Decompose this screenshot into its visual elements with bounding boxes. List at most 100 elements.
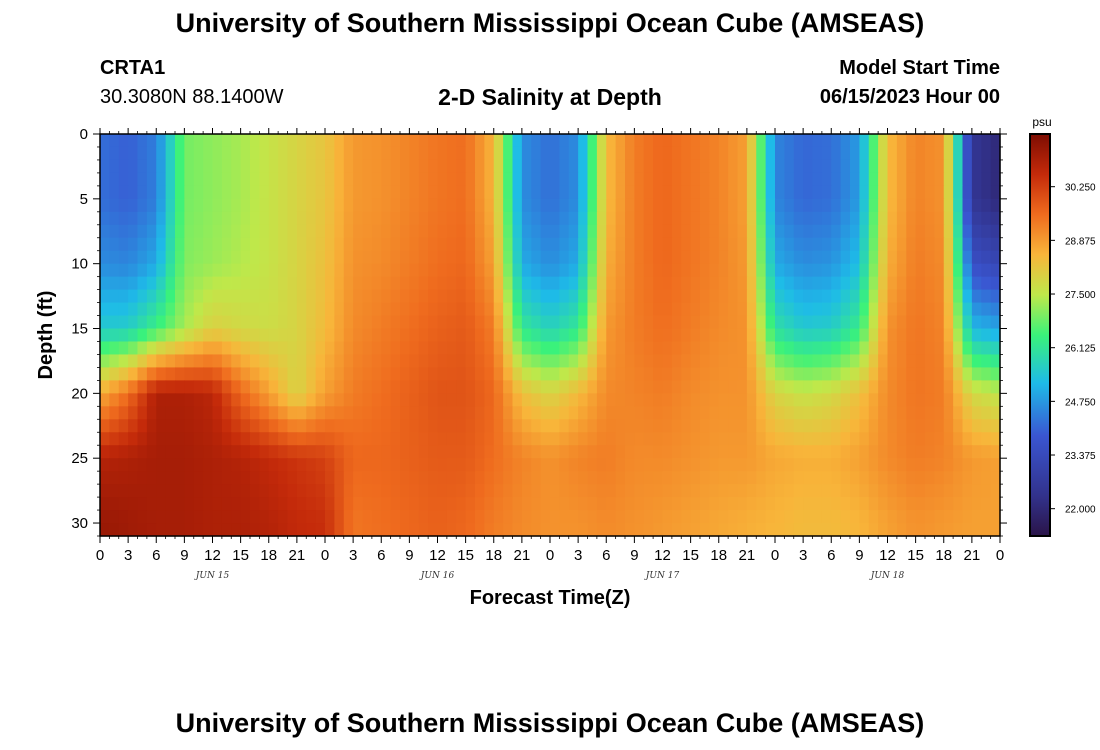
heatmap-cell	[653, 134, 664, 148]
heatmap-cell	[596, 354, 607, 369]
heatmap-cell	[653, 263, 664, 278]
heatmap-cell	[840, 159, 851, 174]
heatmap-cell	[521, 523, 532, 537]
heatmap-cell	[868, 134, 879, 148]
heatmap-cell	[643, 185, 654, 200]
heatmap-cell	[550, 328, 560, 343]
heatmap-cell	[493, 367, 504, 381]
y-tick-label: 10	[71, 256, 88, 273]
heatmap-cell	[990, 380, 1001, 394]
heatmap-cell	[831, 289, 842, 304]
heatmap-cell	[221, 406, 232, 420]
heatmap-cell	[371, 224, 382, 239]
heatmap-cell	[146, 471, 157, 485]
heatmap-cell	[193, 445, 204, 459]
heatmap-cell	[700, 341, 710, 356]
heatmap-cell	[231, 341, 242, 356]
heatmap-cell	[325, 497, 335, 511]
heatmap-cell	[540, 419, 551, 433]
heatmap-cell	[203, 302, 214, 317]
heatmap-cell	[568, 185, 579, 200]
heatmap-cell	[203, 159, 214, 174]
heatmap-cell	[325, 419, 335, 433]
heatmap-cell	[803, 159, 814, 174]
heatmap-cell	[925, 458, 935, 472]
heatmap-cell	[325, 484, 335, 498]
heatmap-cell	[700, 198, 710, 213]
heatmap-cell	[240, 406, 251, 420]
heatmap-cell	[737, 224, 748, 239]
heatmap-cell	[906, 393, 917, 407]
heatmap-cell	[409, 471, 420, 485]
heatmap-cell	[784, 354, 795, 369]
heatmap-cell	[878, 250, 889, 265]
heatmap-cell	[700, 302, 710, 317]
heatmap-cell	[390, 146, 401, 161]
heatmap-cell	[718, 406, 729, 420]
heatmap-cell	[353, 380, 364, 394]
heatmap-cell	[165, 263, 176, 278]
heatmap-cell	[662, 172, 673, 187]
heatmap-cell	[381, 224, 392, 239]
heatmap-cell	[521, 328, 532, 343]
heatmap-cell	[278, 134, 289, 148]
heatmap-cell	[109, 471, 120, 485]
heatmap-cell	[906, 354, 917, 369]
heatmap-cell	[756, 263, 767, 278]
heatmap-cell	[315, 315, 326, 330]
heatmap-cell	[840, 302, 851, 317]
heatmap-cell	[793, 263, 804, 278]
heatmap-cell	[812, 224, 823, 239]
heatmap-cell	[287, 250, 298, 265]
heatmap-cell	[821, 250, 832, 265]
heatmap-cell	[184, 315, 195, 330]
heatmap-cell	[559, 328, 570, 343]
heatmap-cell	[812, 354, 823, 369]
heatmap-cell	[746, 315, 757, 330]
heatmap-cell	[990, 341, 1001, 356]
heatmap-cell	[268, 419, 279, 433]
heatmap-cell	[821, 523, 832, 537]
y-tick-label: 30	[71, 515, 88, 532]
heatmap-cell	[765, 328, 776, 343]
heatmap-cell	[690, 367, 701, 381]
heatmap-cell	[765, 250, 776, 265]
heatmap-cell	[409, 250, 420, 265]
heatmap-cell	[371, 276, 382, 291]
heatmap-cell	[615, 380, 626, 394]
heatmap-cell	[765, 302, 776, 317]
heatmap-cell	[212, 224, 223, 239]
heatmap-cell	[812, 263, 823, 278]
heatmap-cell	[821, 146, 832, 161]
heatmap-cell	[371, 354, 382, 369]
heatmap-cell	[803, 263, 814, 278]
heatmap-cell	[381, 315, 392, 330]
heatmap-cell	[606, 328, 617, 343]
heatmap-cell	[306, 146, 317, 161]
heatmap-cell	[231, 276, 242, 291]
heatmap-cell	[475, 458, 485, 472]
heatmap-cell	[418, 471, 429, 485]
heatmap-cell	[728, 458, 739, 472]
heatmap-cell	[437, 471, 448, 485]
heatmap-cell	[634, 458, 645, 472]
heatmap-cell	[859, 302, 870, 317]
heatmap-cell	[418, 497, 429, 511]
heatmap-cell	[953, 302, 964, 317]
heatmap-cell	[793, 380, 804, 394]
heatmap-cell	[625, 367, 635, 381]
heatmap-cell	[550, 289, 560, 304]
heatmap-cell	[250, 510, 260, 524]
heatmap-cell	[981, 211, 992, 226]
heatmap-cell	[850, 134, 860, 148]
heatmap-cell	[718, 458, 729, 472]
heatmap-cell	[953, 198, 964, 213]
heatmap-cell	[503, 341, 514, 356]
heatmap-cell	[990, 302, 1001, 317]
heatmap-cell	[793, 497, 804, 511]
heatmap-cell	[943, 445, 954, 459]
heatmap-cell	[653, 510, 664, 524]
heatmap-cell	[287, 237, 298, 252]
heatmap-cell	[784, 263, 795, 278]
heatmap-cell	[325, 263, 335, 278]
